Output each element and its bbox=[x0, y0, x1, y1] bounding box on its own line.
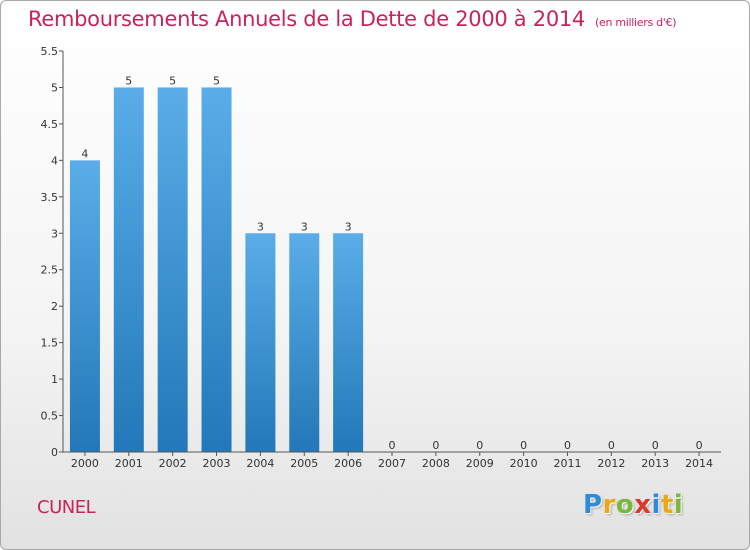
x-tick-label: 2014 bbox=[685, 457, 713, 470]
bar-value-label: 5 bbox=[125, 74, 132, 87]
bar-value-label: 0 bbox=[432, 439, 439, 452]
commune-name: CUNEL bbox=[37, 497, 96, 518]
bar-value-label: 0 bbox=[696, 439, 703, 452]
bar bbox=[333, 233, 364, 452]
y-tick-label: 4 bbox=[51, 154, 58, 167]
logo-letter: x bbox=[634, 490, 652, 520]
y-tick-label: 0.5 bbox=[41, 410, 59, 423]
chart-title: Remboursements Annuels de la Dette de 20… bbox=[28, 7, 676, 31]
y-tick-label: 4.5 bbox=[41, 118, 59, 131]
bar-value-label: 0 bbox=[608, 439, 615, 452]
y-tick-label: 1.5 bbox=[41, 337, 59, 350]
x-tick-label: 2007 bbox=[378, 457, 406, 470]
bar-value-label: 3 bbox=[301, 220, 308, 233]
chart-unit: (en milliers d'€) bbox=[595, 16, 677, 29]
logo-letter: P bbox=[583, 490, 603, 520]
y-axis: 0 0.5 1 1.5 2 2.5 3 3.5 4 4.5 5 5.5 bbox=[41, 45, 64, 459]
proxiti-logo: Proxiti bbox=[583, 490, 683, 520]
logo-letter: i bbox=[651, 490, 661, 520]
x-tick-label: 2008 bbox=[422, 457, 450, 470]
bar-value-label: 5 bbox=[169, 74, 176, 87]
bar-value-label: 5 bbox=[213, 74, 220, 87]
bar-value-label: 0 bbox=[564, 439, 571, 452]
y-tick-label: 3 bbox=[51, 227, 58, 240]
x-tick-label: 2010 bbox=[510, 457, 538, 470]
y-tick-label: 5 bbox=[51, 81, 58, 94]
chart-title-text: Remboursements Annuels de la Dette de 20… bbox=[28, 7, 585, 31]
x-tick-label: 2011 bbox=[553, 457, 581, 470]
x-tick-label: 2001 bbox=[115, 457, 143, 470]
y-tick-label: 2.5 bbox=[41, 264, 59, 277]
y-tick-label: 0 bbox=[51, 446, 58, 459]
bar-value-label: 0 bbox=[520, 439, 527, 452]
y-tick-label: 3.5 bbox=[41, 191, 59, 204]
bar bbox=[245, 233, 276, 452]
bar-value-label: 0 bbox=[389, 439, 396, 452]
x-tick-label: 2004 bbox=[246, 457, 274, 470]
y-tick-label: 5.5 bbox=[41, 45, 59, 58]
x-tick-label: 2003 bbox=[203, 457, 231, 470]
bar bbox=[157, 87, 188, 453]
x-tick-label: 2002 bbox=[159, 457, 187, 470]
bar-value-label: 3 bbox=[257, 220, 264, 233]
bar bbox=[113, 87, 144, 453]
x-tick-label: 2006 bbox=[334, 457, 362, 470]
logo-letter: t bbox=[660, 490, 674, 520]
x-tick-label: 2013 bbox=[641, 457, 669, 470]
bar bbox=[289, 233, 320, 452]
bar bbox=[69, 160, 100, 452]
bar-value-label: 4 bbox=[81, 147, 88, 160]
x-tick-label: 2009 bbox=[466, 457, 494, 470]
logo-letter: r bbox=[602, 490, 616, 520]
y-tick-label: 2 bbox=[51, 300, 58, 313]
x-tick-label: 2005 bbox=[290, 457, 318, 470]
x-tick-label: 2000 bbox=[71, 457, 99, 470]
logo-letter: o bbox=[615, 490, 635, 520]
bar-value-label: 3 bbox=[345, 220, 352, 233]
bars: 4 5 5 5 3 3 3 0 0 0 0 0 0 0 0 bbox=[69, 74, 703, 453]
bar bbox=[201, 87, 232, 453]
x-axis: 2000 2001 2002 2003 2004 2005 2006 2007 2008 2009… bbox=[63, 451, 721, 470]
y-tick-label: 1 bbox=[51, 373, 58, 386]
logo-letter: i bbox=[673, 490, 684, 520]
bar-value-label: 0 bbox=[476, 439, 483, 452]
x-tick-label: 2012 bbox=[597, 457, 625, 470]
bar-value-label: 0 bbox=[652, 439, 659, 452]
